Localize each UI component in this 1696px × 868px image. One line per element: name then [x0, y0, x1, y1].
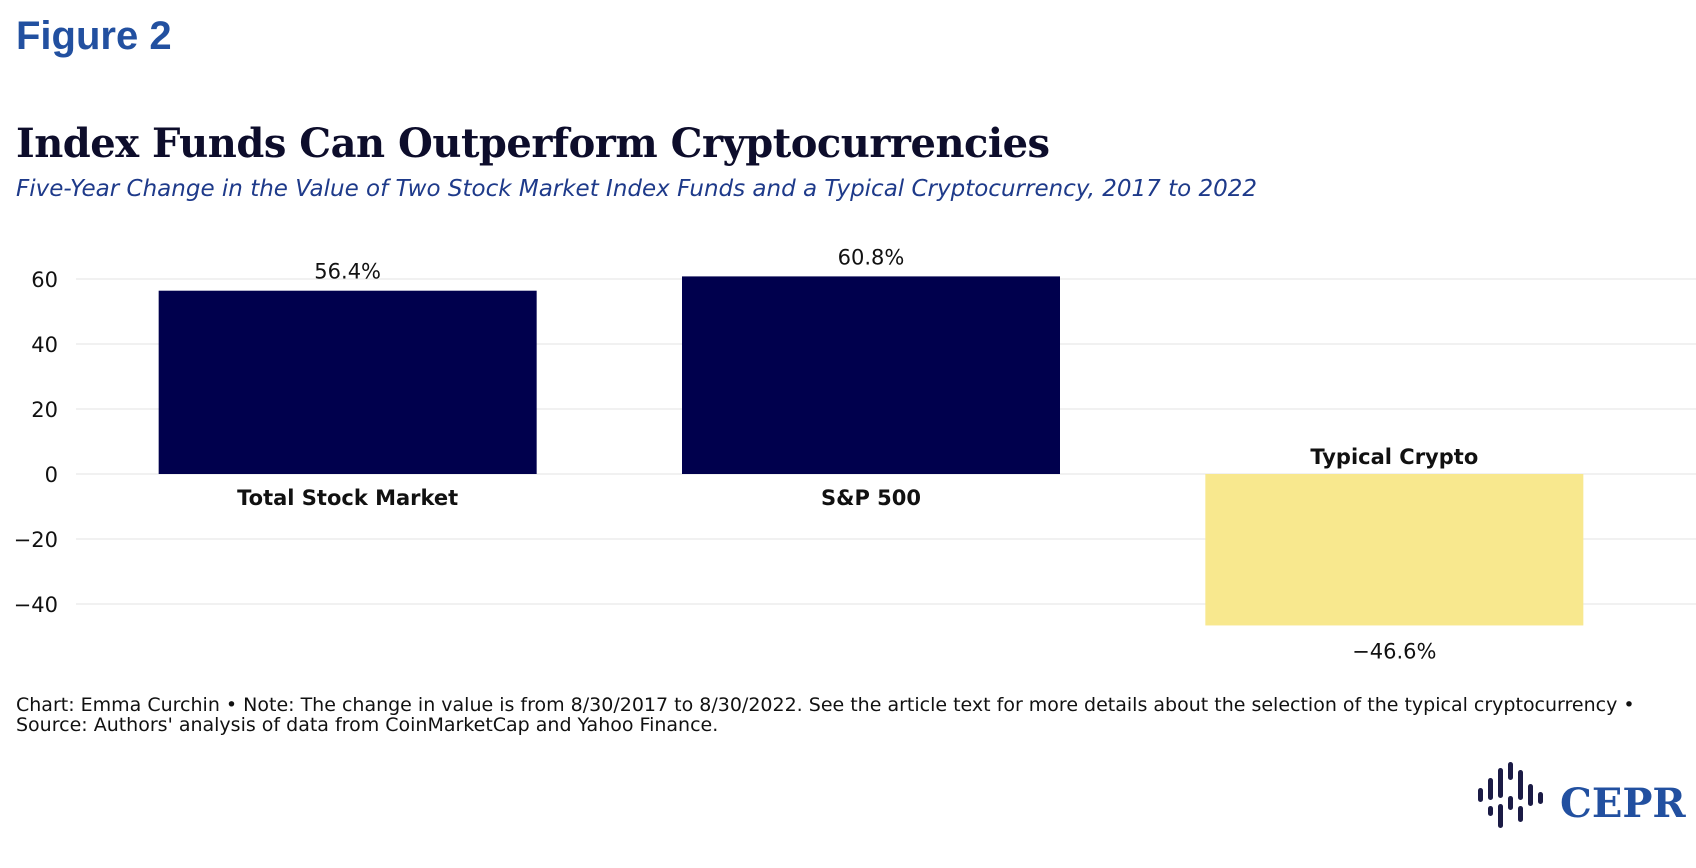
cepr-logo-icon — [1478, 762, 1543, 828]
chart-subtitle: Five-Year Change in the Value of Two Sto… — [16, 176, 1258, 202]
bar — [1205, 474, 1584, 626]
category-label: Typical Crypto — [1310, 445, 1478, 469]
logo-text: CEPR — [1560, 780, 1686, 827]
data-label: 56.4% — [314, 260, 381, 284]
bar — [682, 276, 1060, 474]
cepr-logo: CEPR — [1472, 760, 1687, 840]
y-tick-label: 60 — [31, 268, 58, 292]
bar-chart: 60 40 20 0 −20 −40 56.4% Total Stock Market 60.8… — [14, 245, 1696, 663]
chart-note: Chart: Emma Curchin • Note: The change i… — [16, 694, 1635, 736]
y-tick-label: 20 — [31, 398, 58, 422]
y-tick-label: 40 — [31, 333, 58, 357]
data-label: −46.6% — [1352, 639, 1436, 663]
category-label: Total Stock Market — [237, 486, 458, 510]
y-tick-label: −40 — [14, 593, 58, 617]
category-label: S&P 500 — [821, 486, 921, 510]
data-label: 60.8% — [838, 245, 905, 269]
bar — [158, 290, 537, 474]
y-tick-label: −20 — [14, 528, 58, 552]
y-tick-label: 0 — [45, 463, 58, 487]
chart-title: Index Funds Can Outperform Cryptocurrenc… — [16, 120, 1050, 167]
figure-label: Figure 2 — [16, 14, 172, 58]
